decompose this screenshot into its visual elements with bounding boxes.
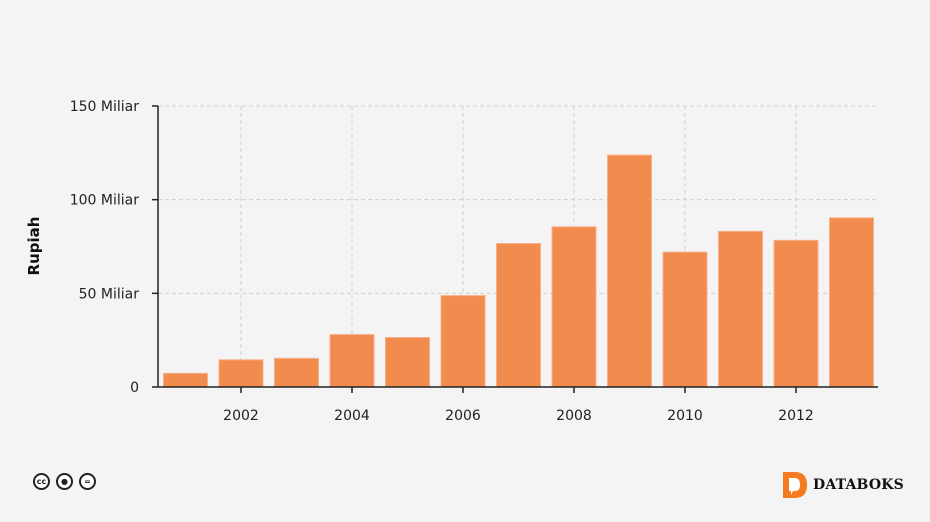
y-axis-label: Rupiah — [25, 217, 43, 276]
x-tick-label: 2008 — [556, 408, 592, 424]
y-tick-label: 150 Miliar — [70, 99, 139, 115]
nd-icon: = — [79, 473, 96, 490]
axes: 0 50 Miliar 100 Miliar 150 Miliar 2002 2004 20… — [70, 99, 878, 424]
bar-2002 — [218, 359, 264, 388]
y-tick-label: 100 Miliar — [70, 193, 139, 209]
x-tick-label: 2010 — [667, 408, 703, 424]
bar-2003 — [274, 357, 319, 388]
x-tick-label: 2006 — [445, 408, 481, 424]
bar-2013 — [829, 217, 874, 388]
bar-2004 — [329, 334, 375, 388]
brand-name: DATABOKS — [813, 477, 904, 493]
bar-2009 — [607, 154, 652, 388]
x-tick-label: 2004 — [334, 408, 370, 424]
by-icon: ● — [56, 473, 73, 490]
y-tick-label: 0 — [130, 380, 139, 396]
bar-2011 — [718, 230, 763, 388]
x-tick-label: 2002 — [223, 408, 259, 424]
cc-icon: cc — [33, 473, 50, 490]
y-tick-label: 50 Miliar — [79, 286, 140, 302]
databoks-d-icon — [783, 472, 807, 498]
databoks-logo: DATABOKS — [783, 472, 904, 498]
bar-2007 — [496, 243, 541, 388]
bar-2005 — [385, 337, 430, 388]
bar-2006 — [440, 295, 486, 388]
bar-2008 — [551, 226, 597, 388]
bars — [163, 154, 874, 388]
x-tick-label: 2012 — [778, 408, 814, 424]
bar-2012 — [773, 239, 819, 388]
bar-2010 — [662, 251, 708, 388]
license-badges: cc ● = — [33, 473, 96, 490]
bar-2001 — [163, 372, 208, 388]
